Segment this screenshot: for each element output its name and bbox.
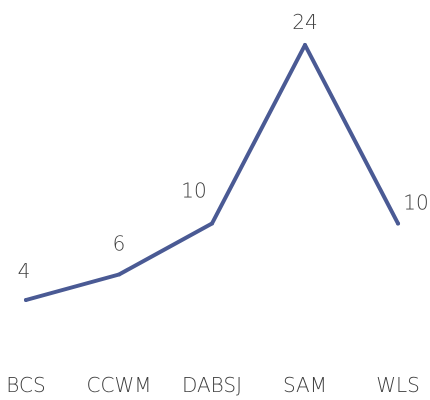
data-label-ccwm: 6 <box>113 232 126 256</box>
data-label-dabsj: 10 <box>181 179 206 203</box>
data-point-sam <box>303 43 307 47</box>
data-point-wls <box>396 221 400 226</box>
x-tick-label-bcs: BCS <box>6 373 45 397</box>
data-label-wls: 10 <box>403 191 428 215</box>
series-layer <box>24 43 400 302</box>
data-point-ccwm <box>117 272 121 277</box>
data-point-dabsj <box>210 221 214 226</box>
data-point-bcs <box>24 298 28 302</box>
x-tick-label-dabsj: DABSJ <box>182 373 242 397</box>
series-line <box>24 43 400 302</box>
x-axis-tick-labels: BCS CCWM DABSJ SAM WLS <box>6 373 420 397</box>
data-label-layer: 4 6 10 24 10 <box>18 10 429 283</box>
data-label-sam: 24 <box>292 10 317 34</box>
x-tick-label-wls: WLS <box>376 373 420 397</box>
x-tick-label-sam: SAM <box>283 373 327 397</box>
x-tick-label-ccwm: CCWM <box>87 373 152 397</box>
data-label-bcs: 4 <box>18 259 31 283</box>
